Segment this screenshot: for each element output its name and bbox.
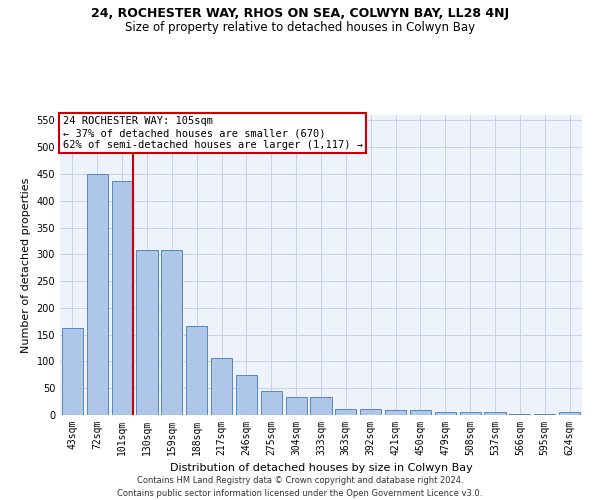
Y-axis label: Number of detached properties: Number of detached properties (21, 178, 31, 352)
Bar (87, 174, 108, 415)
Bar (62, 328, 83, 415)
Text: Contains HM Land Registry data © Crown copyright and database right 2024.
Contai: Contains HM Land Registry data © Crown c… (118, 476, 482, 498)
Bar (112, 181, 133, 415)
Bar (236, 375, 257, 415)
Bar (484, 412, 506, 415)
Bar (435, 412, 456, 415)
Text: 24, ROCHESTER WAY, RHOS ON SEA, COLWYN BAY, LL28 4NJ: 24, ROCHESTER WAY, RHOS ON SEA, COLWYN B… (91, 8, 509, 20)
Bar (534, 414, 555, 415)
Bar (385, 410, 406, 415)
Bar (286, 398, 307, 415)
Bar (136, 250, 158, 415)
Bar (410, 410, 431, 415)
Bar (509, 414, 530, 415)
Text: Size of property relative to detached houses in Colwyn Bay: Size of property relative to detached ho… (125, 21, 475, 34)
Bar (335, 409, 356, 415)
X-axis label: Distribution of detached houses by size in Colwyn Bay: Distribution of detached houses by size … (170, 464, 472, 473)
Bar (460, 412, 481, 415)
Bar (310, 398, 332, 415)
Bar (186, 326, 207, 415)
Bar (559, 412, 580, 415)
Bar (161, 250, 182, 415)
Bar (261, 391, 282, 415)
Text: 24 ROCHESTER WAY: 105sqm
← 37% of detached houses are smaller (670)
62% of semi-: 24 ROCHESTER WAY: 105sqm ← 37% of detach… (62, 116, 362, 150)
Bar (211, 358, 232, 415)
Bar (360, 409, 381, 415)
